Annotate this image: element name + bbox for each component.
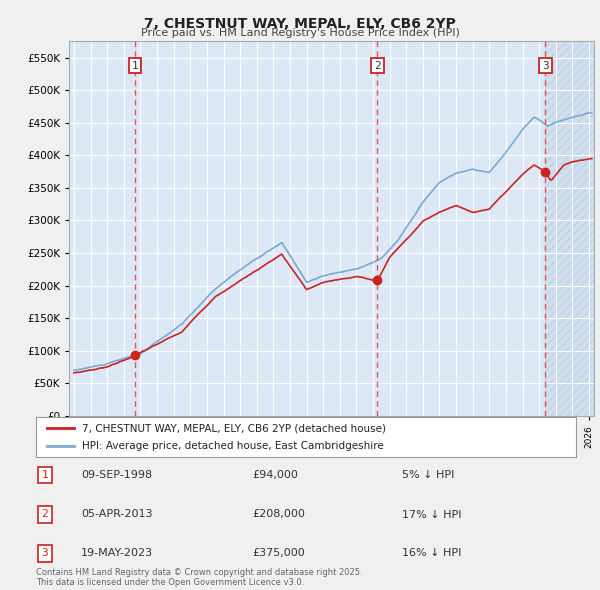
Text: 16% ↓ HPI: 16% ↓ HPI — [402, 549, 461, 558]
Text: 17% ↓ HPI: 17% ↓ HPI — [402, 510, 461, 519]
Text: 2: 2 — [41, 510, 49, 519]
Text: £208,000: £208,000 — [252, 510, 305, 519]
Text: 19-MAY-2023: 19-MAY-2023 — [81, 549, 153, 558]
Text: 1: 1 — [132, 61, 139, 71]
Text: 05-APR-2013: 05-APR-2013 — [81, 510, 152, 519]
Text: 3: 3 — [542, 61, 549, 71]
Text: 7, CHESTNUT WAY, MEPAL, ELY, CB6 2YP: 7, CHESTNUT WAY, MEPAL, ELY, CB6 2YP — [144, 17, 456, 31]
Text: 5% ↓ HPI: 5% ↓ HPI — [402, 470, 454, 480]
Text: 09-SEP-1998: 09-SEP-1998 — [81, 470, 152, 480]
Bar — [545, 41, 594, 416]
Text: Contains HM Land Registry data © Crown copyright and database right 2025.
This d: Contains HM Land Registry data © Crown c… — [36, 568, 362, 587]
Text: Price paid vs. HM Land Registry's House Price Index (HPI): Price paid vs. HM Land Registry's House … — [140, 28, 460, 38]
Text: 1: 1 — [41, 470, 49, 480]
Text: £94,000: £94,000 — [252, 470, 298, 480]
Text: 3: 3 — [41, 549, 49, 558]
Text: 2: 2 — [374, 61, 381, 71]
Text: £375,000: £375,000 — [252, 549, 305, 558]
Text: HPI: Average price, detached house, East Cambridgeshire: HPI: Average price, detached house, East… — [82, 441, 383, 451]
Text: 7, CHESTNUT WAY, MEPAL, ELY, CB6 2YP (detached house): 7, CHESTNUT WAY, MEPAL, ELY, CB6 2YP (de… — [82, 424, 386, 434]
